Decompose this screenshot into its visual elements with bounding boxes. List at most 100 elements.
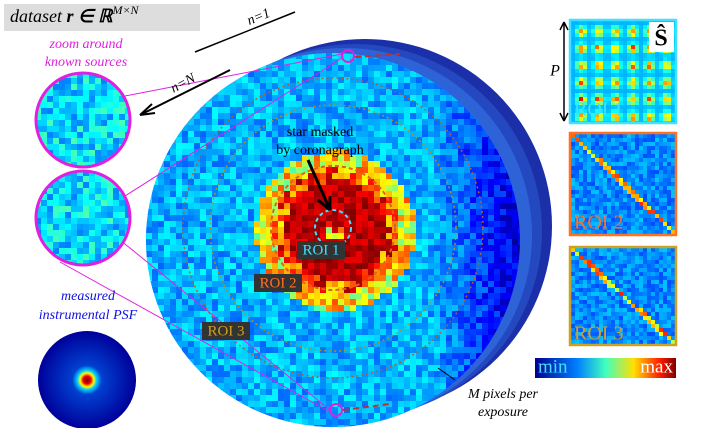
pixel xyxy=(236,215,242,221)
pixel xyxy=(623,170,627,174)
pixel xyxy=(368,59,374,65)
pixel xyxy=(308,407,314,413)
pixel xyxy=(452,239,458,245)
pixel xyxy=(627,101,631,105)
pixel xyxy=(458,263,464,269)
pixel xyxy=(356,317,362,323)
pixel xyxy=(59,224,65,230)
pixel xyxy=(242,131,248,137)
pixel xyxy=(587,142,591,146)
pixel xyxy=(290,155,296,161)
pixel xyxy=(575,150,579,154)
pixel xyxy=(386,245,392,251)
pixel xyxy=(77,236,83,242)
pixel xyxy=(380,155,386,161)
pixel xyxy=(83,102,89,108)
pixel xyxy=(627,170,631,174)
pixel xyxy=(176,269,182,275)
pixel xyxy=(615,21,619,25)
pixel xyxy=(182,299,188,305)
pixel xyxy=(611,214,615,218)
pixel xyxy=(236,365,242,371)
pixel xyxy=(37,188,41,194)
pixel xyxy=(663,138,667,142)
pixel xyxy=(290,221,296,227)
pixel xyxy=(206,281,212,287)
pixel xyxy=(374,269,380,275)
pixel xyxy=(595,89,599,93)
pixel xyxy=(476,173,482,179)
pixel xyxy=(615,142,619,146)
pixel xyxy=(248,83,254,89)
pixel xyxy=(350,281,356,287)
pixel xyxy=(583,198,587,202)
pixel xyxy=(575,214,579,218)
pixel xyxy=(374,137,380,143)
pixel xyxy=(230,371,236,377)
pixel xyxy=(107,206,113,212)
pixel xyxy=(248,311,254,317)
pixel xyxy=(71,74,77,78)
pixel xyxy=(284,215,290,221)
pixel xyxy=(575,33,579,37)
pixel xyxy=(83,172,89,176)
pixel xyxy=(422,269,428,275)
pixel xyxy=(296,359,302,365)
pixel xyxy=(242,299,248,305)
pixel xyxy=(236,113,242,119)
pixel xyxy=(284,179,290,185)
pixel xyxy=(494,299,500,305)
pixel xyxy=(643,21,647,25)
pixel xyxy=(320,209,326,215)
pixel xyxy=(631,113,635,117)
pixel xyxy=(494,167,500,173)
pixel xyxy=(583,182,587,186)
pixel xyxy=(643,210,647,214)
pixel xyxy=(452,257,458,263)
pixel xyxy=(182,125,188,131)
pixel xyxy=(170,335,176,341)
pixel xyxy=(374,149,380,155)
pixel xyxy=(113,206,119,212)
pixel xyxy=(362,59,368,65)
pixel xyxy=(206,383,212,389)
pixel xyxy=(41,162,47,166)
pixel xyxy=(344,371,350,377)
pixel xyxy=(326,173,332,179)
pixel xyxy=(651,186,655,190)
pixel xyxy=(671,121,675,122)
pixel xyxy=(386,299,392,305)
pixel xyxy=(655,166,659,170)
pixel xyxy=(416,131,422,137)
pixel xyxy=(350,59,356,65)
pixel xyxy=(446,125,452,131)
pixel xyxy=(296,257,302,263)
pixel xyxy=(236,239,242,245)
pixel xyxy=(488,293,494,299)
pixel xyxy=(410,83,416,89)
pixel xyxy=(635,89,639,93)
pixel xyxy=(611,29,615,33)
pixel xyxy=(302,263,308,269)
pixel xyxy=(446,137,452,143)
pixel xyxy=(410,377,416,383)
pixel xyxy=(302,227,308,233)
pixel xyxy=(416,215,422,221)
pixel xyxy=(278,299,284,305)
pixel xyxy=(284,401,290,407)
pixel xyxy=(368,305,374,311)
pixel xyxy=(212,383,218,389)
pixel xyxy=(434,257,440,263)
pixel xyxy=(494,173,500,179)
pixel xyxy=(470,359,476,365)
pixel xyxy=(575,134,579,138)
pixel xyxy=(146,239,152,245)
pixel xyxy=(224,191,230,197)
pixel xyxy=(248,191,254,197)
pixel xyxy=(386,173,392,179)
pixel xyxy=(464,149,470,155)
pixel xyxy=(410,257,416,263)
pixel xyxy=(488,185,494,191)
pixel xyxy=(230,173,236,179)
pixel xyxy=(476,197,482,203)
